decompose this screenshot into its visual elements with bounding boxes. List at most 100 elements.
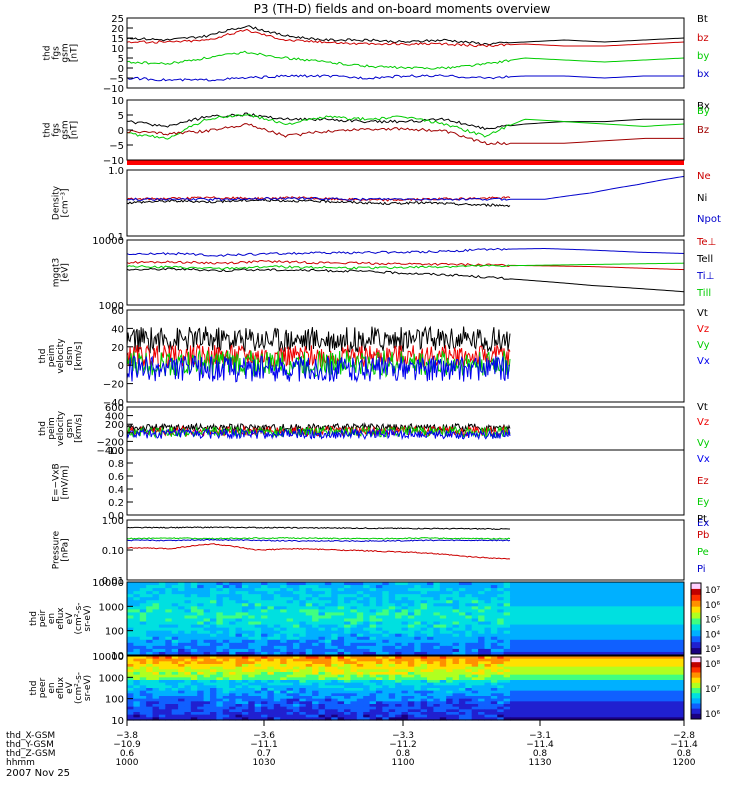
heatmap-cell <box>203 701 211 705</box>
heatmap-cell <box>458 648 466 653</box>
heatmap-cell <box>503 664 511 668</box>
heatmap-cell <box>312 639 320 644</box>
heatmap-cell <box>452 606 460 610</box>
heatmap-cell <box>235 696 243 700</box>
heatmap-cell <box>235 606 243 610</box>
legend-Vz: Vz <box>697 324 709 335</box>
heatmap-cell <box>369 642 377 647</box>
heatmap-cell <box>292 685 300 689</box>
heatmap-cell <box>490 645 498 650</box>
heatmap-cell <box>382 709 390 713</box>
heatmap-cell <box>133 658 141 662</box>
heatmap-cell <box>203 627 211 632</box>
heatmap-cell <box>407 597 415 601</box>
heatmap-cell <box>414 704 422 708</box>
heatmap-cell <box>312 597 320 601</box>
legend-Ex: Ex <box>697 518 709 529</box>
series-line <box>126 50 685 70</box>
heatmap-cell <box>152 696 160 700</box>
legend-bz: bz <box>697 33 709 44</box>
heatmap-cell <box>407 714 415 718</box>
series-Vt <box>126 422 511 434</box>
heatmap-cell <box>427 648 434 653</box>
heatmap-cell <box>229 606 237 610</box>
heatmap-cell <box>337 666 345 670</box>
heatmap-cell <box>203 618 211 623</box>
heatmap-cell <box>158 693 166 697</box>
heatmap-cell <box>261 612 269 617</box>
heatmap-cell <box>286 656 294 660</box>
heatmap-cell <box>318 648 326 653</box>
heatmap-cell <box>146 591 154 595</box>
y-axis-label: E=−VxB [mV/m] <box>52 463 71 501</box>
heatmap-cell <box>254 615 262 620</box>
heatmap-cell <box>510 714 684 718</box>
heatmap-cell <box>254 612 262 617</box>
heatmap-cell <box>190 600 198 604</box>
heatmap-cell <box>133 714 141 718</box>
heatmap-cell <box>273 698 281 702</box>
heatmap-cell <box>427 674 434 678</box>
heatmap-cell <box>273 645 281 650</box>
heatmap-cell <box>299 666 307 670</box>
heatmap-cell <box>401 696 409 700</box>
heatmap-cell <box>452 645 460 650</box>
heatmap-cell <box>471 696 479 700</box>
heatmap-cell <box>165 669 173 673</box>
heatmap-cell <box>229 664 237 668</box>
heatmap-cell <box>286 698 294 702</box>
heatmap-cell <box>165 712 173 716</box>
heatmap-cell <box>414 712 422 716</box>
heatmap-cell <box>458 651 466 656</box>
heatmap-cell <box>184 682 192 686</box>
heatmap-cell <box>433 696 441 700</box>
heatmap-cell <box>139 645 147 650</box>
heatmap-cell <box>478 709 486 713</box>
heatmap-cell <box>216 706 224 710</box>
heatmap-cell <box>171 609 179 614</box>
heatmap-cell <box>146 661 154 665</box>
heatmap-cell <box>344 642 352 647</box>
heatmap-cell <box>267 642 275 647</box>
heatmap-cell <box>337 693 345 697</box>
heatmap-cell <box>401 642 409 647</box>
heatmap-cell <box>337 636 345 641</box>
heatmap-cell <box>420 669 428 673</box>
heatmap-cell <box>369 690 377 694</box>
heatmap-cell <box>318 682 326 686</box>
heatmap-cell <box>209 656 217 660</box>
x-row-value: −3.3 <box>392 731 414 741</box>
heatmap-cell <box>127 674 134 678</box>
heatmap-cell <box>209 672 217 676</box>
heatmap-cell <box>133 582 141 586</box>
heatmap-cell <box>273 701 281 705</box>
legend-Vx: Vx <box>697 356 710 367</box>
heatmap-cell <box>344 704 352 708</box>
heatmap-cell <box>510 693 684 697</box>
heatmap-cell <box>261 645 269 650</box>
heatmap-cell <box>235 709 243 713</box>
colorbar-frame <box>690 582 702 655</box>
heatmap-cell <box>241 636 249 641</box>
heatmap-cell <box>229 682 237 686</box>
heatmap-cell <box>197 624 205 629</box>
heatmap-cell <box>254 636 262 641</box>
heatmap-cell <box>203 680 211 684</box>
heatmap-cell <box>286 717 294 721</box>
heatmap-cell <box>395 701 403 705</box>
heatmap-cell <box>331 669 339 673</box>
heatmap-cell <box>178 664 186 668</box>
heatmap-cell <box>133 656 141 660</box>
heatmap-cell <box>222 624 230 629</box>
heatmap-cell <box>235 661 243 665</box>
heatmap-cell <box>401 680 409 684</box>
heatmap-cell <box>503 627 511 632</box>
heatmap-cell <box>318 664 326 668</box>
heatmap-cell <box>190 656 198 660</box>
x-row-value: −3.8 <box>116 731 138 741</box>
heatmap-cell <box>152 690 160 694</box>
heatmap-cell <box>152 712 160 716</box>
heatmap-cell <box>490 704 498 708</box>
heatmap-cell <box>209 701 217 705</box>
heatmap-cell <box>158 603 166 607</box>
